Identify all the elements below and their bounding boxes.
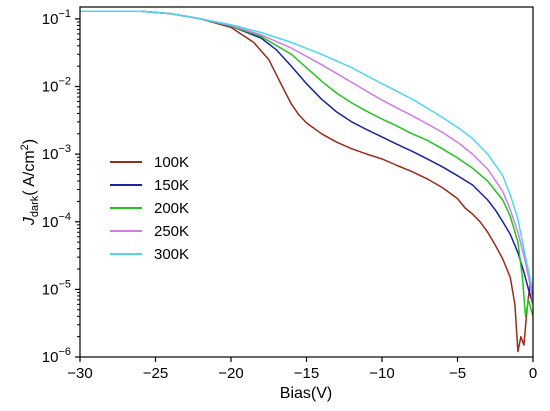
svg-text:Jdark( A/cm2): Jdark( A/cm2): [19, 139, 41, 226]
plot-frame: [79, 6, 534, 358]
x-axis-title: Bias(V): [280, 385, 332, 402]
series-line-200k: [80, 10, 533, 318]
x-tick-label: −20: [218, 365, 243, 382]
x-tick-label: −5: [449, 365, 466, 382]
y-tick-label: 10−5: [42, 278, 71, 298]
legend: 100K 150K 200K 250K 300K: [110, 154, 189, 263]
y-axis-title-main: J: [21, 216, 38, 226]
x-axis: −30 −25 −20 −15 −10 −5 0: [67, 357, 537, 382]
x-tick-label: −25: [143, 365, 168, 382]
y-axis: 10−6 10−5 10−4 10−3 10−2 10−1: [42, 8, 80, 366]
x-tick-label: −15: [294, 365, 319, 382]
y-tick-label: 10−1: [42, 8, 71, 28]
y-tick-label: 10−6: [42, 346, 71, 366]
legend-label-250k: 250K: [154, 223, 189, 240]
y-tick-label: 10−2: [42, 76, 71, 96]
series-layer: [80, 10, 533, 353]
y-axis-title-unit-sup: 2: [19, 144, 31, 150]
y-axis-title-sub: dark: [29, 195, 41, 217]
y-axis-title: Jdark( A/cm2): [19, 139, 41, 226]
legend-label-150k: 150K: [154, 177, 189, 194]
y-tick-label: 10−4: [42, 211, 71, 231]
legend-label-300k: 300K: [154, 246, 189, 263]
legend-label-200k: 200K: [154, 200, 189, 217]
series-line-300k: [80, 10, 533, 293]
y-tick-label: 10−3: [42, 143, 71, 163]
x-tick-label: −30: [67, 365, 92, 382]
legend-label-100k: 100K: [154, 154, 189, 171]
x-tick-label: 0: [529, 365, 537, 382]
series-line-250k: [80, 10, 533, 305]
series-line-150k: [80, 10, 533, 305]
y-axis-title-close: ): [21, 139, 38, 144]
y-axis-title-unit: ( A/cm: [21, 150, 38, 195]
x-tick-label: −10: [369, 365, 394, 382]
series-line-100k: [80, 10, 533, 353]
